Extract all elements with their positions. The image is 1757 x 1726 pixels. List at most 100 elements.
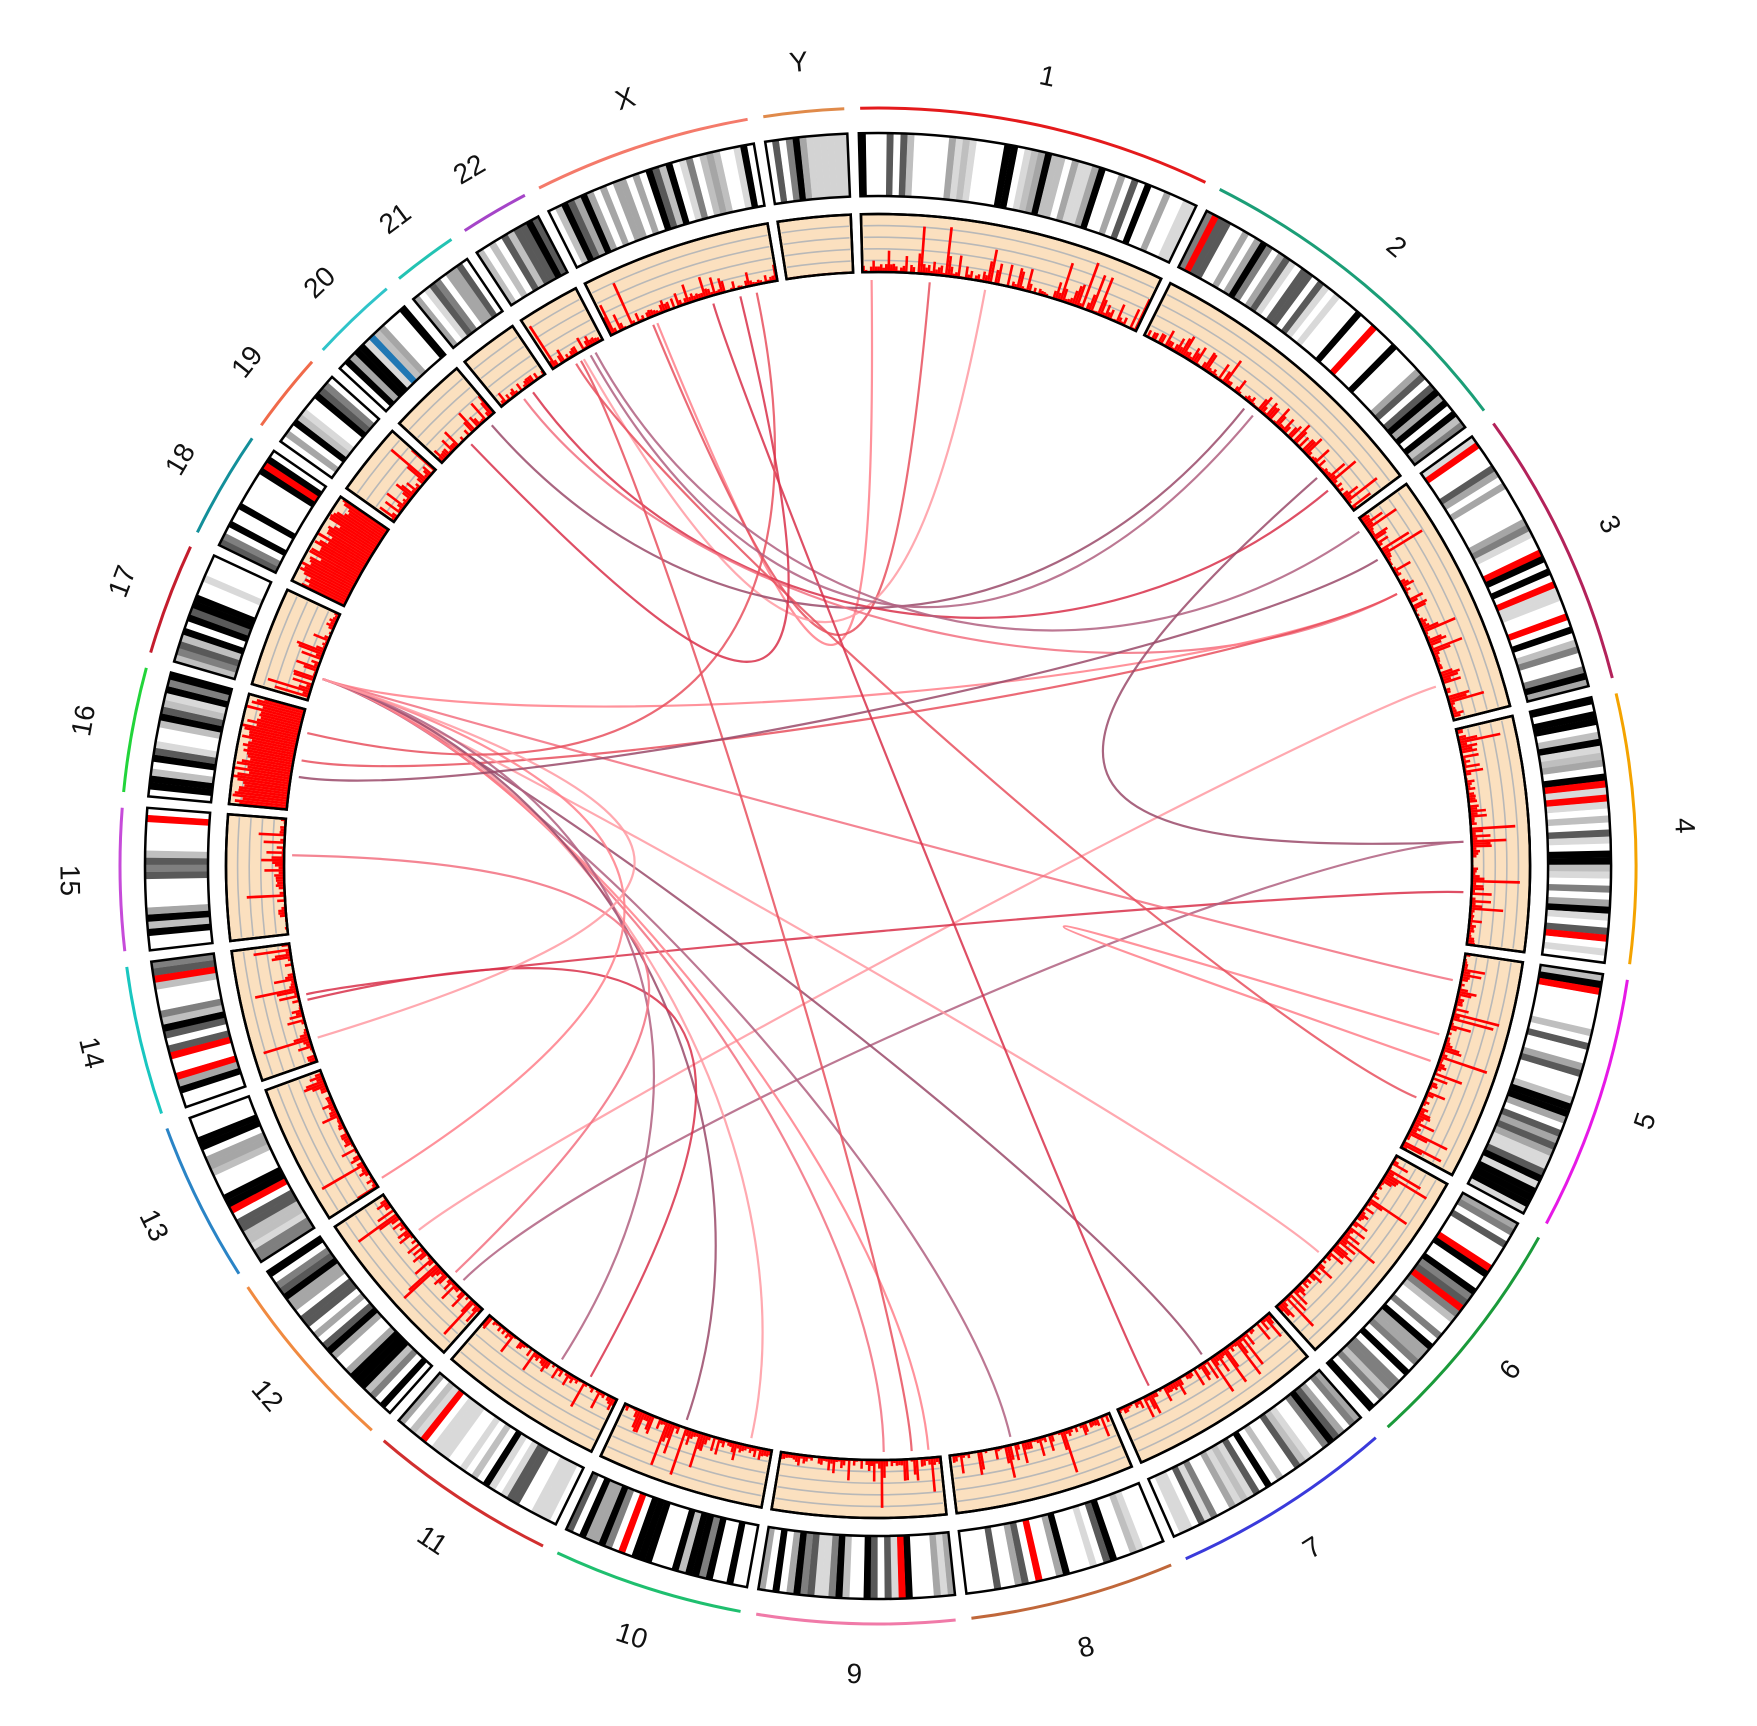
histogram-bar (1190, 347, 1201, 363)
chr-label-20: 20 (297, 260, 341, 304)
cytoband (340, 1321, 391, 1370)
cytoband (1523, 1040, 1586, 1064)
histogram-bar (1073, 285, 1083, 306)
histogram-bar (1380, 531, 1410, 552)
cytoband (388, 315, 436, 368)
track-grid-circle (528, 298, 580, 330)
cytoband (442, 1404, 485, 1460)
histogram-bar (1471, 879, 1520, 884)
histogram-bar (510, 388, 517, 396)
histogram-bar (1283, 426, 1292, 434)
track-grid-circle (482, 1324, 611, 1410)
cytoband (378, 324, 427, 376)
cytoband (1482, 549, 1543, 583)
cytoband (1092, 171, 1120, 234)
histogram-bar (1383, 1175, 1399, 1186)
histogram-bar (244, 783, 289, 793)
cytoband (1536, 731, 1600, 750)
cytoband (1031, 152, 1053, 216)
histogram-bar (890, 1459, 894, 1467)
cytoband (189, 1096, 252, 1125)
cytoband (1334, 329, 1383, 380)
chr-label-1: 1 (1037, 59, 1059, 93)
cytoband (856, 1535, 865, 1599)
cytoband (1425, 1247, 1481, 1290)
histogram-bar (287, 972, 295, 977)
cytoband (580, 193, 612, 254)
link-12-15 (292, 854, 651, 1273)
cytoband (1517, 1058, 1580, 1085)
cytoband (167, 1030, 231, 1053)
cytoband (1531, 704, 1595, 725)
histogram-bar (570, 347, 577, 356)
histogram-bar (236, 761, 292, 773)
cytoband (1363, 1322, 1415, 1371)
cytoband (1280, 280, 1325, 335)
histogram-bar (869, 266, 873, 273)
cytoband (183, 1080, 246, 1108)
histogram-bar (1179, 337, 1192, 356)
track-grid-circle (265, 948, 296, 1068)
cytoband (1509, 619, 1571, 648)
track-grid-circle (366, 447, 409, 501)
cytoband (651, 166, 678, 229)
histogram-bar (827, 1457, 831, 1471)
cytoband (1545, 808, 1610, 820)
histogram-bar (1350, 492, 1372, 509)
track-frame (224, 812, 290, 943)
ideogram-chr-16 (146, 671, 234, 804)
chr-7-color-arc (1185, 1436, 1377, 1561)
histogram-bar (730, 1442, 736, 1453)
histogram-bar (314, 539, 365, 571)
cytoband (145, 877, 209, 887)
histogram-bar (298, 684, 312, 691)
track-frame (859, 212, 1163, 333)
histogram-bar (304, 578, 348, 602)
histogram-bar (898, 1459, 901, 1466)
chr-5-color-arc (1545, 979, 1629, 1225)
cytoband (1018, 149, 1039, 213)
cytoband (159, 713, 223, 733)
cytoband (418, 290, 463, 344)
cytoband (249, 1211, 308, 1251)
histogram-bar (1363, 1206, 1375, 1215)
cytoband (1071, 1505, 1098, 1568)
cytoband (145, 850, 209, 859)
histogram-bar (244, 726, 298, 741)
histogram-bar (1367, 1200, 1383, 1212)
cytoband (1154, 1473, 1187, 1534)
histogram-bar (685, 1428, 690, 1437)
cytoband (1470, 1172, 1530, 1208)
histogram-bar (249, 730, 298, 744)
cytoband (765, 1527, 782, 1592)
histogram-bar (1391, 1162, 1409, 1174)
cytoband (1368, 1317, 1420, 1366)
chr-21-color-arc (398, 238, 453, 280)
track-frame (598, 1401, 774, 1509)
cytoband (1526, 1027, 1590, 1051)
cytoband (1108, 1492, 1138, 1555)
ideogram-chr-10 (564, 1470, 760, 1589)
histogram-bar (278, 911, 286, 915)
cytoband (197, 587, 259, 618)
cytoband (398, 1372, 445, 1426)
histogram-bar (572, 346, 579, 355)
cytoband (525, 219, 562, 279)
cytoband (218, 538, 279, 573)
cytoband (1254, 260, 1297, 316)
histogram-bar (1240, 1335, 1264, 1365)
track-frame (227, 692, 307, 811)
histogram-bar (525, 1348, 533, 1357)
histogram-bar (1255, 1322, 1271, 1340)
histogram-bar (306, 1054, 316, 1060)
cytoband (1442, 470, 1500, 511)
cytoband (1428, 1242, 1485, 1284)
histogram-bar (309, 559, 356, 586)
histogram-bar (309, 1074, 323, 1083)
histogram-bar (1462, 759, 1471, 764)
track-chr-20 (397, 366, 497, 465)
histogram-bar (458, 412, 476, 431)
cytoband (1090, 1499, 1118, 1562)
histogram-bar (307, 1056, 317, 1062)
histogram-bar (879, 264, 883, 273)
